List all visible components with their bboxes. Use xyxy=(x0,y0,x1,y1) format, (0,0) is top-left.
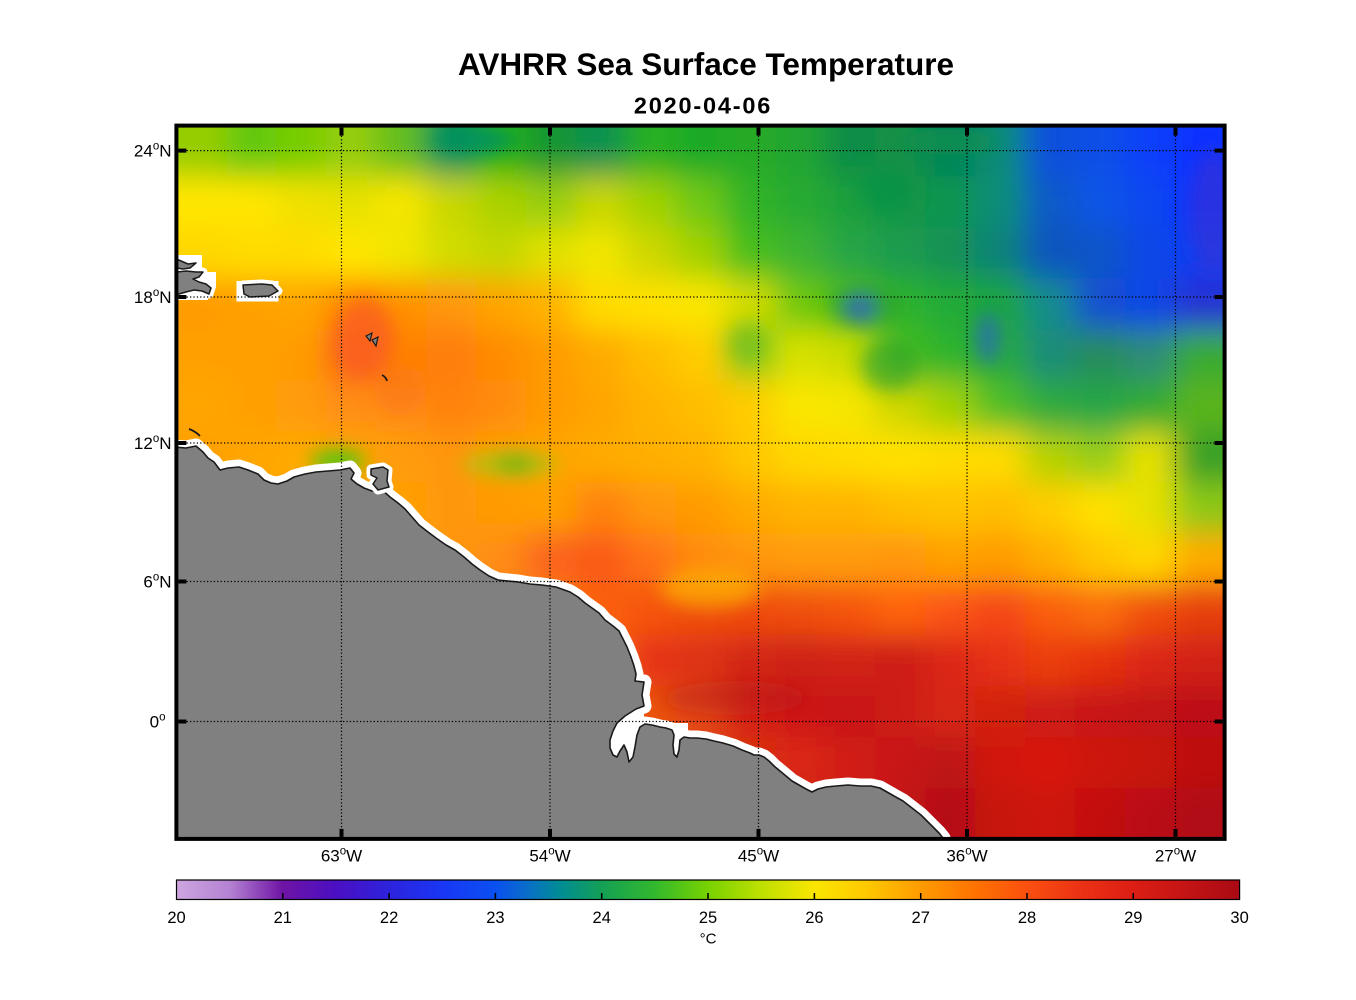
svg-text:25: 25 xyxy=(699,909,717,927)
svg-text:26: 26 xyxy=(805,909,823,927)
svg-text:12oN: 12oN xyxy=(134,433,172,453)
svg-text:24oN: 24oN xyxy=(134,141,172,161)
svg-text:21: 21 xyxy=(274,909,292,927)
svg-text:29: 29 xyxy=(1124,909,1142,927)
svg-text:63oW: 63oW xyxy=(321,846,362,866)
svg-text:54oW: 54oW xyxy=(529,846,570,866)
svg-text:45oW: 45oW xyxy=(738,846,779,866)
svg-text:24: 24 xyxy=(593,909,611,927)
svg-text:23: 23 xyxy=(486,909,504,927)
svg-text:27oW: 27oW xyxy=(1155,846,1196,866)
svg-text:AVHRR Sea Surface Temperature: AVHRR Sea Surface Temperature xyxy=(458,46,954,82)
svg-text:22: 22 xyxy=(380,909,398,927)
svg-text:30: 30 xyxy=(1230,909,1248,927)
svg-text:27: 27 xyxy=(912,909,930,927)
svg-text:20: 20 xyxy=(167,909,185,927)
svg-text:18oN: 18oN xyxy=(134,287,172,307)
svg-text:2020-04-06: 2020-04-06 xyxy=(634,93,772,119)
svg-text:6oN: 6oN xyxy=(143,572,171,592)
svg-text:36oW: 36oW xyxy=(946,846,987,866)
svg-text:°C: °C xyxy=(700,931,717,948)
svg-text:28: 28 xyxy=(1018,909,1036,927)
